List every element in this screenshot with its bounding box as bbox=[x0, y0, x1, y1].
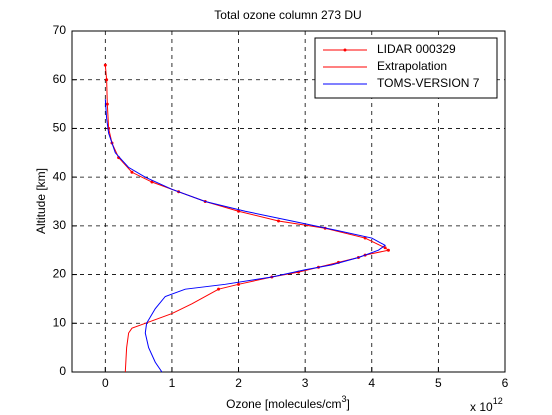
x-tick-label: 0 bbox=[102, 376, 109, 390]
y-tick-label: 70 bbox=[53, 23, 67, 37]
data-marker bbox=[237, 282, 241, 286]
x-axis-label: Ozone [molecules/cm3] bbox=[226, 394, 350, 411]
chart-title: Total ozone column 273 DU bbox=[214, 8, 361, 22]
x-tick-label: 5 bbox=[435, 376, 442, 390]
data-marker bbox=[277, 219, 281, 223]
data-line bbox=[104, 99, 387, 373]
y-tick-label: 40 bbox=[53, 169, 67, 183]
data-marker bbox=[383, 246, 387, 250]
legend-label: Extrapolation bbox=[377, 59, 447, 73]
data-line bbox=[124, 288, 219, 373]
axes-frame bbox=[71, 30, 506, 373]
data-marker bbox=[150, 180, 154, 184]
data-marker bbox=[130, 170, 134, 174]
x-tick-label: 4 bbox=[368, 376, 375, 390]
x-label-sup: 3 bbox=[342, 394, 347, 404]
legend-marker bbox=[343, 48, 347, 52]
y-axis-label: Altitude [km] bbox=[34, 168, 48, 234]
y-tick-label: 20 bbox=[53, 267, 67, 281]
y-tick-label: 30 bbox=[53, 218, 67, 232]
x-multiplier: x 1012 bbox=[470, 396, 503, 414]
data-marker bbox=[103, 63, 107, 67]
x-tick-label: 3 bbox=[302, 376, 309, 390]
multiplier-base: x 10 bbox=[470, 400, 493, 414]
x-tick-label: 6 bbox=[502, 376, 509, 390]
x-label-text: Ozone [molecules/cm bbox=[226, 397, 341, 411]
data-marker bbox=[363, 236, 367, 240]
data-marker bbox=[105, 78, 109, 82]
x-tick-label: 2 bbox=[235, 376, 242, 390]
y-tick-label: 50 bbox=[53, 121, 67, 135]
data-marker bbox=[237, 209, 241, 213]
y-tick-label: 60 bbox=[53, 72, 67, 86]
data-marker bbox=[386, 248, 390, 252]
multiplier-exp: 12 bbox=[493, 396, 503, 406]
x-tick-label: 1 bbox=[169, 376, 176, 390]
y-tick-label: 0 bbox=[59, 364, 66, 378]
legend-box bbox=[314, 37, 498, 99]
legend-label: TOMS-VERSION 7 bbox=[377, 76, 480, 90]
legend-label: LIDAR 000329 bbox=[377, 42, 456, 56]
data-marker bbox=[105, 102, 109, 106]
y-tick-label: 10 bbox=[53, 315, 67, 329]
x-label-tail: ] bbox=[347, 397, 350, 411]
